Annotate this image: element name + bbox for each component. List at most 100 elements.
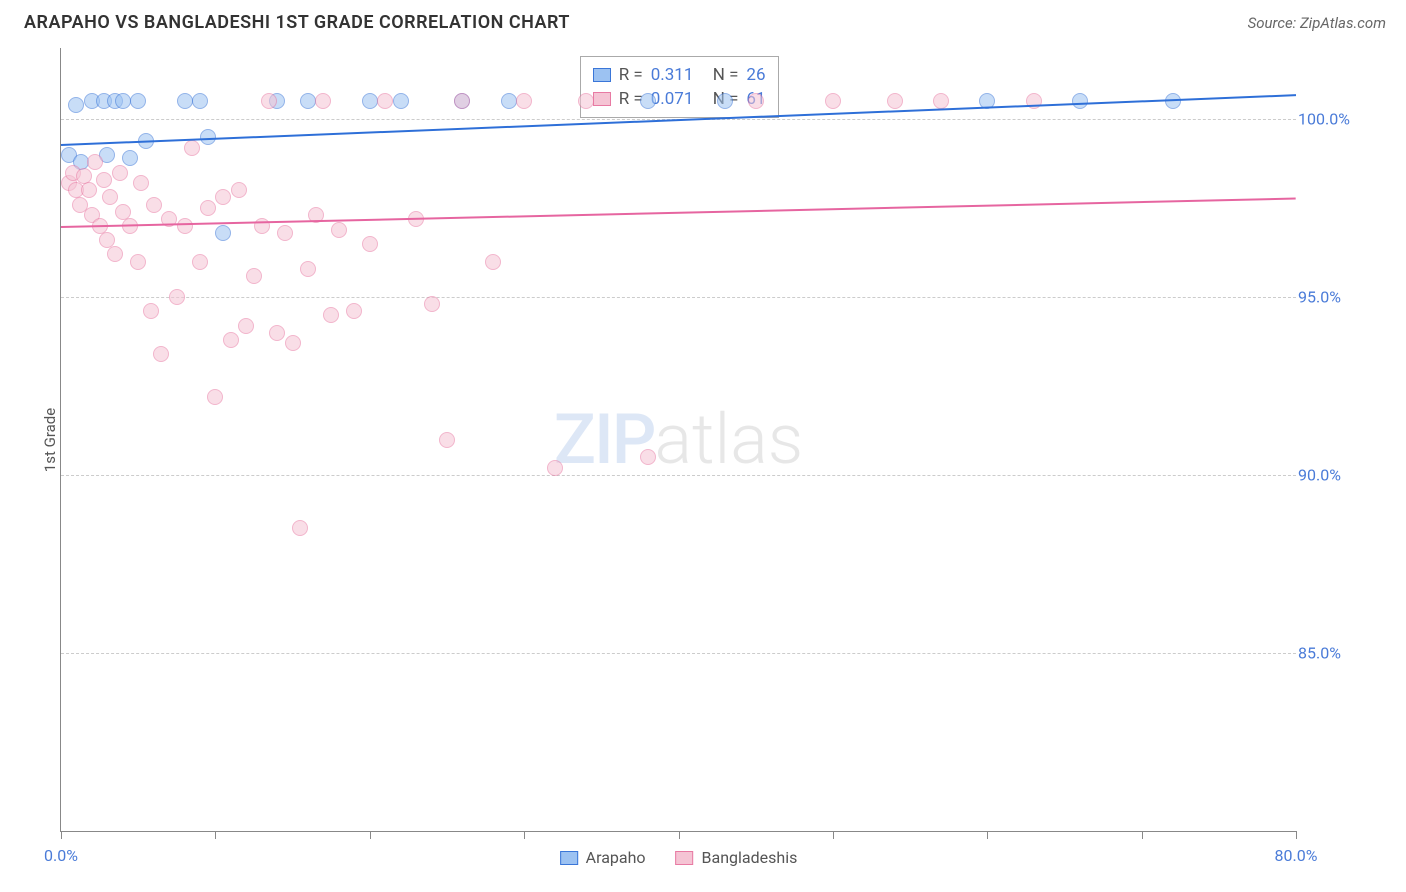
data-point — [231, 182, 247, 198]
data-point — [143, 303, 159, 319]
data-point — [300, 261, 316, 277]
data-point — [215, 189, 231, 205]
data-point — [133, 175, 149, 191]
data-point — [112, 165, 128, 181]
x-tick — [370, 831, 371, 839]
stats-row: R = 0.311 N = 26 — [593, 63, 766, 87]
source-attribution: Source: ZipAtlas.com — [1248, 14, 1386, 32]
y-axis-label: 1st Grade — [41, 408, 59, 472]
data-point — [130, 254, 146, 270]
trend-line — [61, 197, 1296, 227]
stats-r-label: R = — [619, 65, 643, 85]
legend-item: Bangladeshis — [676, 848, 798, 867]
data-point — [362, 236, 378, 252]
x-tick — [1296, 831, 1297, 839]
stats-r-value: 0.071 — [651, 89, 705, 109]
data-point — [315, 93, 331, 109]
data-point — [207, 389, 223, 405]
data-point — [153, 346, 169, 362]
data-point — [578, 93, 594, 109]
data-point — [192, 254, 208, 270]
x-tick — [215, 831, 216, 839]
data-point — [346, 303, 362, 319]
stats-n-value: 26 — [746, 65, 765, 85]
data-point — [146, 197, 162, 213]
x-tick — [61, 831, 62, 839]
x-tick-label: 0.0% — [44, 846, 78, 865]
data-point — [424, 296, 440, 312]
stats-swatch — [593, 68, 611, 82]
data-point — [331, 222, 347, 238]
data-point — [292, 520, 308, 536]
data-point — [81, 182, 97, 198]
data-point — [246, 268, 262, 284]
stats-swatch — [593, 92, 611, 106]
data-point — [115, 93, 131, 109]
data-point — [748, 93, 764, 109]
legend-swatch — [676, 851, 694, 865]
gridline — [61, 653, 1296, 654]
stats-row: R =0.071N =61 — [593, 87, 766, 111]
legend-label: Arapaho — [586, 848, 646, 867]
data-point — [485, 254, 501, 270]
data-point — [169, 289, 185, 305]
x-tick — [833, 831, 834, 839]
data-point — [285, 335, 301, 351]
data-point — [122, 150, 138, 166]
data-point — [887, 93, 903, 109]
data-point — [323, 307, 339, 323]
data-point — [377, 93, 393, 109]
data-point — [68, 97, 84, 113]
data-point — [192, 93, 208, 109]
watermark-zip: ZIP — [554, 399, 655, 481]
x-tick — [987, 831, 988, 839]
data-point — [640, 93, 656, 109]
data-point — [87, 154, 103, 170]
stats-n-label: N = — [713, 65, 739, 85]
x-tick — [524, 831, 525, 839]
data-point — [825, 93, 841, 109]
watermark: ZIPatlas — [554, 399, 804, 481]
legend-item: Arapaho — [560, 848, 646, 867]
data-point — [269, 325, 285, 341]
data-point — [177, 218, 193, 234]
gridline — [61, 297, 1296, 298]
data-point — [501, 93, 517, 109]
data-point — [717, 93, 733, 109]
data-point — [215, 225, 231, 241]
gridline — [61, 475, 1296, 476]
data-point — [547, 460, 563, 476]
plot-area: ZIPatlas R =0.311N =26R =0.071N =61 Arap… — [60, 48, 1296, 832]
x-tick — [679, 831, 680, 839]
data-point — [1072, 93, 1088, 109]
stats-box: R = 0.311 N = 26R =0.071N =61 — [580, 56, 779, 118]
data-point — [640, 449, 656, 465]
data-point — [516, 93, 532, 109]
data-point — [393, 93, 409, 109]
title-bar: ARAPAHO VS BANGLADESHI 1ST GRADE CORRELA… — [0, 0, 1406, 41]
data-point — [130, 93, 146, 109]
legend: Arapaho Bangladeshis — [560, 848, 798, 867]
y-tick-label: 100.0% — [1298, 110, 1378, 129]
y-tick-label: 95.0% — [1298, 288, 1378, 307]
watermark-atlas: atlas — [654, 399, 803, 481]
data-point — [261, 93, 277, 109]
data-point — [177, 93, 193, 109]
chart-title: ARAPAHO VS BANGLADESHI 1ST GRADE CORRELA… — [24, 12, 570, 33]
data-point — [454, 93, 470, 109]
x-tick — [1142, 831, 1143, 839]
data-point — [300, 93, 316, 109]
x-tick-label: 80.0% — [1275, 846, 1318, 865]
legend-label: Bangladeshis — [702, 848, 798, 867]
data-point — [933, 93, 949, 109]
y-tick-label: 85.0% — [1298, 644, 1378, 663]
plot-wrapper: 1st Grade ZIPatlas R =0.311N =26R =0.071… — [60, 48, 1386, 832]
data-point — [362, 93, 378, 109]
data-point — [223, 332, 239, 348]
data-point — [107, 246, 123, 262]
data-point — [184, 140, 200, 156]
data-point — [102, 189, 118, 205]
stats-r-value: 0.311 — [651, 65, 705, 85]
data-point — [277, 225, 293, 241]
legend-swatch — [560, 851, 578, 865]
